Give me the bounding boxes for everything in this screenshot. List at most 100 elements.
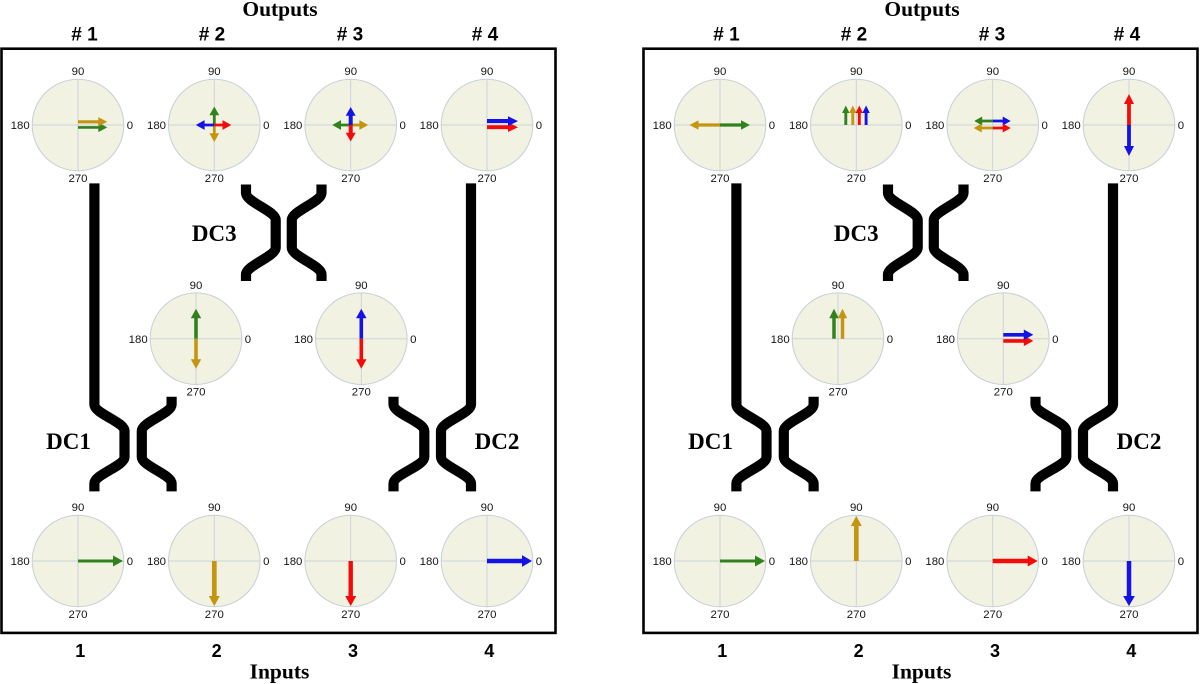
svg-text:0: 0 — [400, 556, 406, 568]
svg-text:270: 270 — [352, 387, 371, 399]
svg-text:0: 0 — [245, 334, 251, 346]
svg-text:180: 180 — [294, 334, 313, 346]
svg-text:4: 4 — [484, 641, 494, 661]
svg-text:90: 90 — [997, 280, 1010, 292]
svg-text:0: 0 — [905, 120, 911, 132]
svg-text:0: 0 — [410, 334, 416, 346]
svg-text:0: 0 — [263, 556, 269, 568]
svg-text:0: 0 — [536, 556, 542, 568]
svg-text:180: 180 — [771, 334, 790, 346]
svg-text:90: 90 — [344, 502, 357, 514]
svg-text:2: 2 — [854, 641, 864, 661]
svg-text:90: 90 — [355, 280, 368, 292]
svg-text:270: 270 — [710, 609, 729, 621]
svg-text:180: 180 — [653, 120, 672, 132]
svg-text:90: 90 — [481, 66, 494, 78]
svg-text:90: 90 — [850, 502, 863, 514]
svg-text:Inputs: Inputs — [250, 660, 310, 684]
svg-text:90: 90 — [1123, 502, 1136, 514]
svg-text:180: 180 — [11, 120, 30, 132]
svg-text:1: 1 — [75, 641, 85, 661]
svg-text:0: 0 — [887, 334, 893, 346]
svg-text:DC2: DC2 — [1117, 429, 1162, 454]
svg-text:90: 90 — [208, 66, 221, 78]
svg-text:90: 90 — [72, 66, 85, 78]
svg-text:270: 270 — [205, 173, 224, 185]
svg-text:90: 90 — [986, 66, 999, 78]
svg-text:90: 90 — [72, 502, 85, 514]
svg-text:90: 90 — [986, 502, 999, 514]
svg-text:# 1: # 1 — [713, 25, 740, 46]
svg-text:180: 180 — [283, 120, 302, 132]
svg-text:# 4: # 4 — [1114, 25, 1141, 46]
svg-text:0: 0 — [905, 556, 911, 568]
svg-text:180: 180 — [925, 556, 944, 568]
svg-text:270: 270 — [847, 173, 866, 185]
svg-text:0: 0 — [1042, 556, 1048, 568]
svg-text:270: 270 — [186, 387, 205, 399]
svg-text:3: 3 — [348, 641, 358, 661]
svg-text:0: 0 — [263, 120, 269, 132]
svg-text:# 4: # 4 — [472, 25, 499, 46]
svg-text:Outputs: Outputs — [884, 0, 959, 21]
svg-text:DC3: DC3 — [834, 221, 879, 246]
svg-text:180: 180 — [789, 120, 808, 132]
svg-text:180: 180 — [147, 556, 166, 568]
svg-text:180: 180 — [789, 556, 808, 568]
svg-text:180: 180 — [1062, 556, 1081, 568]
svg-text:180: 180 — [653, 556, 672, 568]
svg-text:180: 180 — [283, 556, 302, 568]
svg-text:0: 0 — [1178, 120, 1184, 132]
svg-text:0: 0 — [400, 120, 406, 132]
svg-text:0: 0 — [1178, 556, 1184, 568]
svg-text:180: 180 — [11, 556, 30, 568]
svg-text:# 2: # 2 — [199, 25, 225, 46]
svg-text:2: 2 — [212, 641, 222, 661]
svg-text:270: 270 — [983, 173, 1002, 185]
svg-text:180: 180 — [147, 120, 166, 132]
svg-text:Outputs: Outputs — [242, 0, 317, 21]
svg-text:270: 270 — [1119, 609, 1138, 621]
svg-text:0: 0 — [1052, 334, 1058, 346]
svg-text:DC2: DC2 — [475, 429, 520, 454]
svg-text:Inputs: Inputs — [892, 660, 952, 684]
svg-text:180: 180 — [936, 334, 955, 346]
svg-text:90: 90 — [850, 66, 863, 78]
svg-text:DC1: DC1 — [46, 429, 91, 454]
svg-text:4: 4 — [1126, 641, 1136, 661]
svg-text:0: 0 — [127, 556, 133, 568]
svg-text:270: 270 — [847, 609, 866, 621]
svg-text:270: 270 — [1119, 173, 1138, 185]
svg-text:# 3: # 3 — [979, 25, 1005, 46]
svg-text:180: 180 — [1062, 120, 1081, 132]
svg-text:180: 180 — [420, 556, 439, 568]
svg-text:3: 3 — [990, 641, 1000, 661]
svg-text:1: 1 — [717, 641, 727, 661]
svg-text:180: 180 — [129, 334, 148, 346]
svg-text:90: 90 — [1123, 66, 1136, 78]
svg-text:# 1: # 1 — [71, 25, 98, 46]
svg-text:0: 0 — [127, 120, 133, 132]
svg-text:DC3: DC3 — [192, 221, 237, 246]
svg-text:# 3: # 3 — [337, 25, 363, 46]
svg-text:270: 270 — [341, 173, 360, 185]
svg-text:0: 0 — [769, 120, 775, 132]
svg-text:90: 90 — [714, 66, 727, 78]
svg-text:270: 270 — [205, 609, 224, 621]
svg-text:90: 90 — [481, 502, 494, 514]
svg-text:270: 270 — [68, 173, 87, 185]
svg-text:270: 270 — [710, 173, 729, 185]
svg-text:180: 180 — [420, 120, 439, 132]
svg-text:180: 180 — [925, 120, 944, 132]
svg-text:# 2: # 2 — [841, 25, 867, 46]
svg-text:90: 90 — [714, 502, 727, 514]
svg-text:0: 0 — [536, 120, 542, 132]
svg-text:90: 90 — [190, 280, 203, 292]
svg-text:0: 0 — [769, 556, 775, 568]
svg-text:270: 270 — [994, 387, 1013, 399]
svg-text:270: 270 — [983, 609, 1002, 621]
svg-text:270: 270 — [477, 173, 496, 185]
svg-text:90: 90 — [208, 502, 221, 514]
svg-text:90: 90 — [344, 66, 357, 78]
svg-text:270: 270 — [341, 609, 360, 621]
